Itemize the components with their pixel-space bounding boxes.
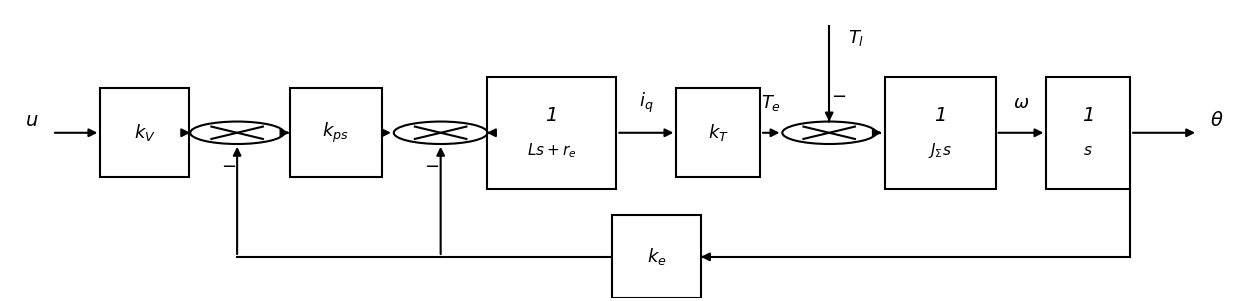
Text: $J_{\Sigma}s$: $J_{\Sigma}s$ <box>928 141 952 160</box>
Bar <box>676 88 760 177</box>
Text: $-$: $-$ <box>425 156 440 174</box>
Bar <box>1046 77 1130 189</box>
Bar <box>290 88 382 177</box>
Bar <box>487 77 617 189</box>
Text: $\theta$: $\theta$ <box>1211 111 1224 130</box>
Text: $\omega$: $\omega$ <box>1012 94 1030 112</box>
Text: 1: 1 <box>1082 106 1094 125</box>
Text: $k_e$: $k_e$ <box>647 246 667 267</box>
Text: $k_V$: $k_V$ <box>134 122 156 143</box>
Circle shape <box>782 122 876 144</box>
Text: 1: 1 <box>545 106 558 125</box>
Text: $Ls+r_e$: $Ls+r_e$ <box>527 141 576 160</box>
Text: $T_l$: $T_l$ <box>847 28 864 48</box>
Text: $-$: $-$ <box>831 86 846 104</box>
Circle shape <box>191 122 284 144</box>
Text: 1: 1 <box>934 106 947 125</box>
Text: $k_T$: $k_T$ <box>707 122 729 143</box>
Text: $T_e$: $T_e$ <box>761 93 782 113</box>
Text: $u$: $u$ <box>25 111 38 130</box>
Text: $-$: $-$ <box>221 156 237 174</box>
Text: $i_q$: $i_q$ <box>639 91 654 115</box>
Bar <box>885 77 996 189</box>
Bar <box>612 216 701 298</box>
Text: $k_{ps}$: $k_{ps}$ <box>322 121 349 145</box>
Text: $s$: $s$ <box>1083 143 1093 158</box>
Circle shape <box>394 122 487 144</box>
Bar <box>100 88 190 177</box>
